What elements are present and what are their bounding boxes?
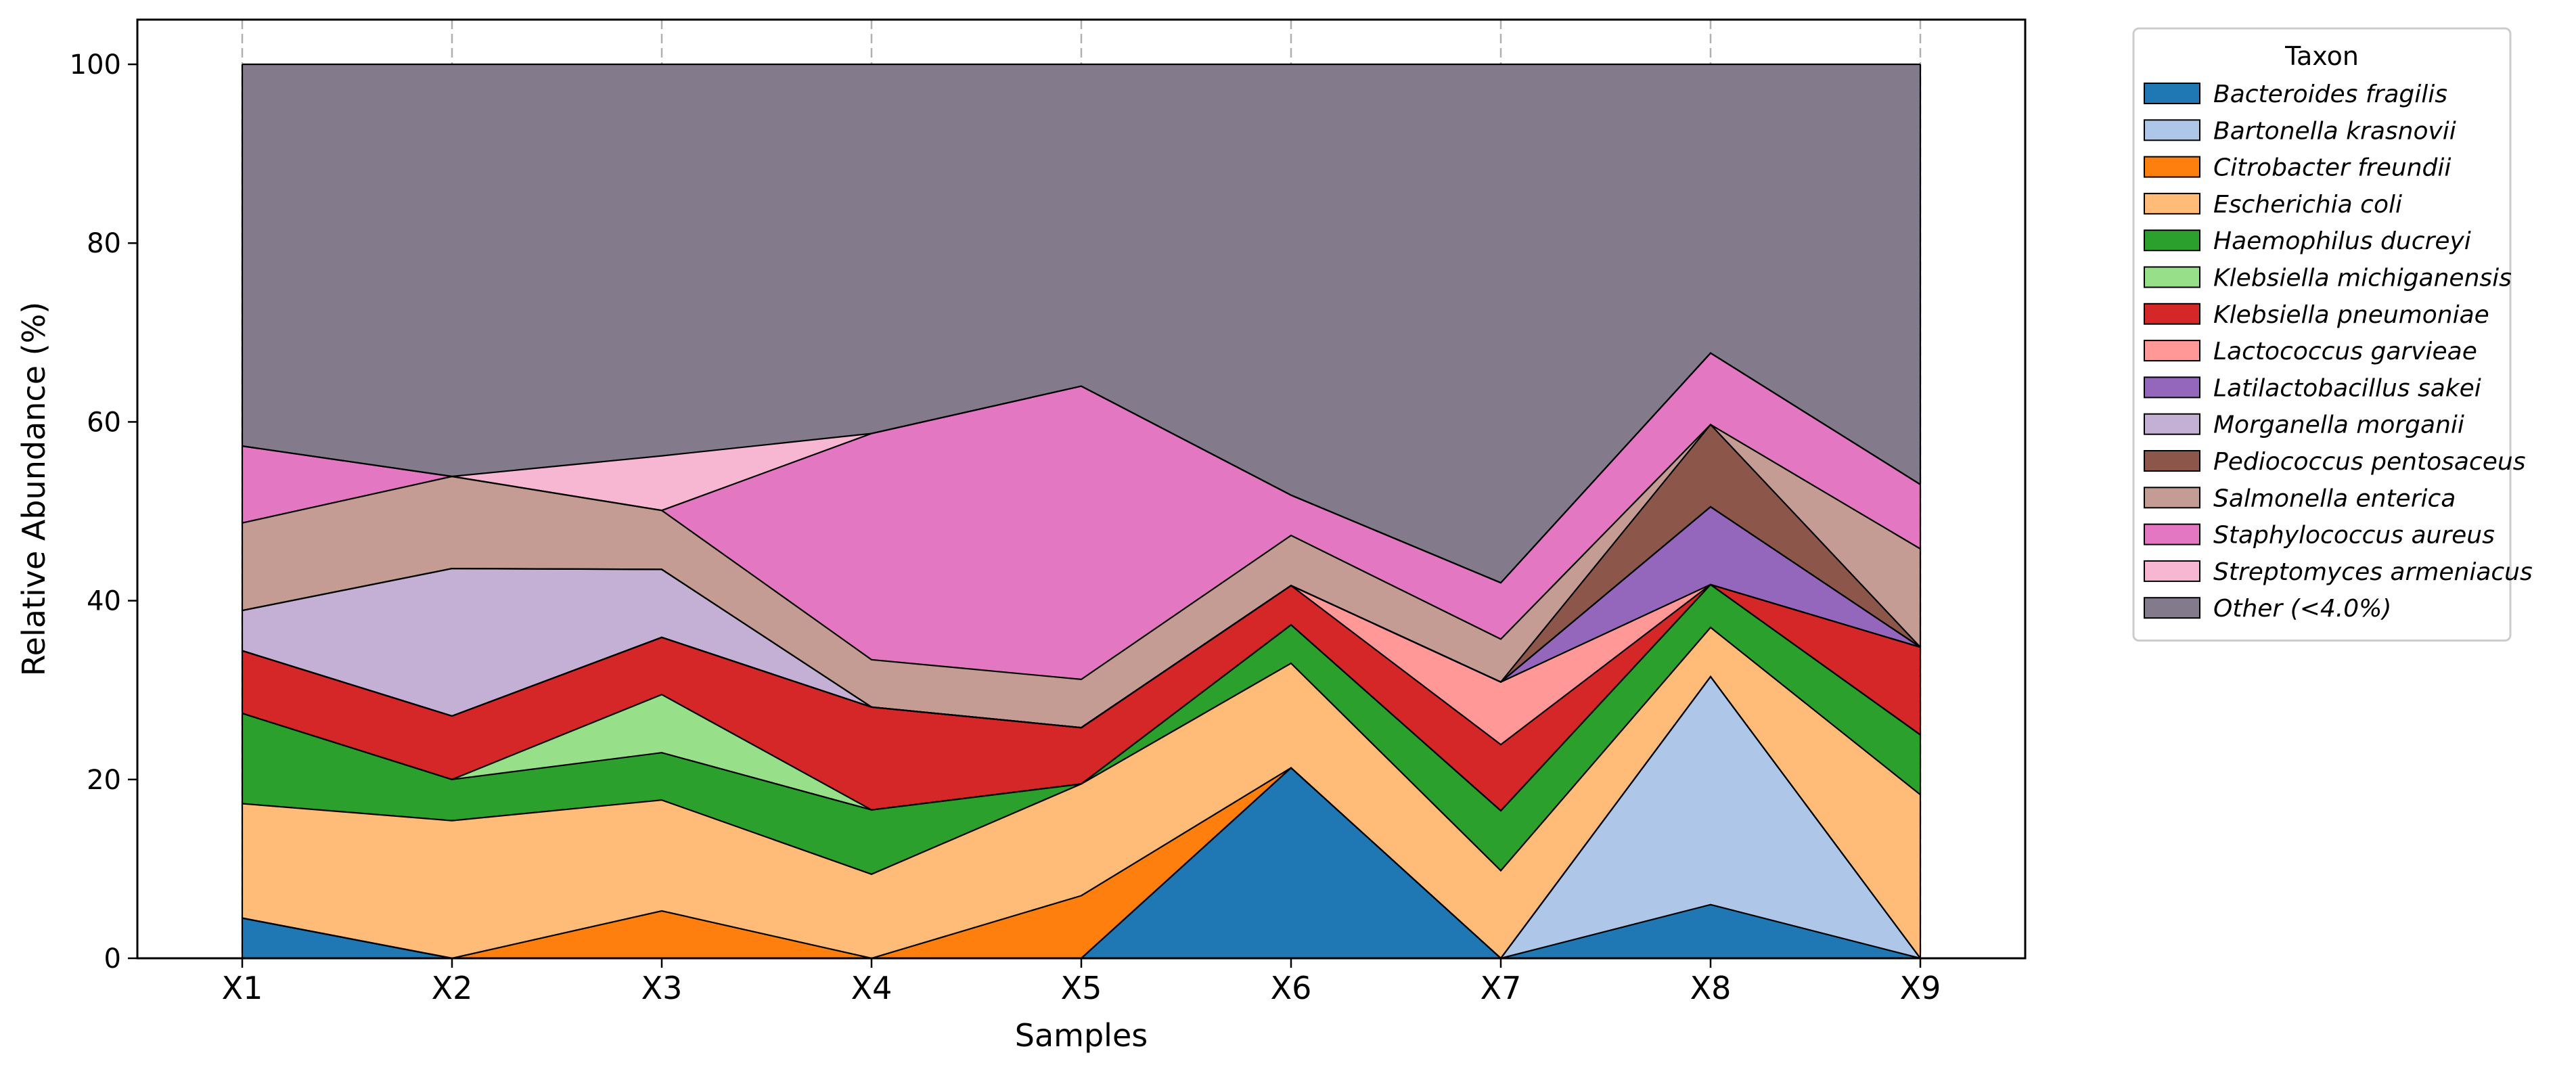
legend-swatch-klebsiella-michiganensis [2144, 266, 2200, 288]
area-latilactobacillus-sakei [242, 506, 1920, 728]
x-tick-label: X1 [222, 970, 263, 1006]
area-morganella-morganii [242, 506, 1920, 728]
legend-swatch-haemophilus-ducreyi [2144, 229, 2200, 252]
legend-title: Taxon [2284, 41, 2359, 71]
area-lactococcus-garvieae [242, 584, 1920, 745]
area-edge-streptomyces-armeniacus [242, 352, 1921, 584]
area-salmonella-enterica [242, 424, 1920, 728]
x-tick-label: X9 [1900, 970, 1941, 1006]
legend-label-morganella-morganii: Morganella morganii [2213, 411, 2464, 439]
legend-label-latilactobacillus-sakei: Latilactobacillus sakei [2213, 374, 2481, 402]
legend-items: Bacteroides fragilis Bartonella krasnovii… [2144, 81, 2533, 623]
legend-label-salmonella-enterica: Salmonella enterica [2213, 485, 2456, 512]
x-tick-label: X7 [1481, 970, 1522, 1006]
legend-swatch-latilactobacillus-sakei [2144, 376, 2200, 399]
y-tick-label: 40 [87, 586, 121, 617]
legend-label-haemophilus-ducreyi: Haemophilus ducreyi [2213, 227, 2471, 255]
legend-swatch-staphylococcus-aureus [2144, 523, 2200, 545]
axes-layer: 0 20 40 60 80 100 X1 X2 X3 X4 X5 X6 X7 X8 X9 [70, 49, 1941, 1006]
area-edge-pediococcus-pentosaceus [242, 423, 1921, 729]
x-axis-label: Samples [1015, 1017, 1148, 1054]
legend-label-escherichia-coli: Escherichia coli [2213, 191, 2402, 219]
x-tick-label: X5 [1061, 970, 1102, 1006]
legend-label-klebsiella-pneumoniae: Klebsiella pneumoniae [2213, 301, 2489, 329]
legend-swatch-bartonella-krasnovii [2144, 119, 2200, 141]
legend-label-bacteroides-fragilis: Bacteroides fragilis [2213, 81, 2447, 108]
legend-label-other-4-0: Other (<4.0%) [2213, 595, 2391, 623]
area-edge-klebsiella-michiganensis [242, 583, 1921, 812]
area-other-4-0 [242, 64, 1920, 583]
x-tick-label: X8 [1690, 970, 1732, 1006]
x-tick-label: X4 [851, 970, 892, 1006]
y-tick-label: 80 [87, 228, 121, 259]
area-citrobacter-freundii [242, 676, 1920, 958]
area-escherichia-coli [242, 627, 1920, 958]
y-tick-label: 100 [70, 49, 121, 81]
y-tick-label: 0 [104, 943, 121, 975]
legend-label-staphylococcus-aureus: Staphylococcus aureus [2213, 522, 2495, 550]
area-series-layer [241, 63, 1922, 960]
y-axis-label: Relative Abundance (%) [16, 302, 52, 676]
legend-label-citrobacter-freundii: Citrobacter freundii [2213, 154, 2451, 182]
x-tick-label: X2 [432, 970, 473, 1006]
legend-swatch-klebsiella-pneumoniae [2144, 303, 2200, 325]
legend-swatch-morganella-morganii [2144, 413, 2200, 435]
x-tick-label: X3 [641, 970, 683, 1006]
legend-swatch-bacteroides-fragilis [2144, 83, 2200, 104]
legend-swatch-other-4-0 [2144, 597, 2200, 619]
legend-swatch-lactococcus-garvieae [2144, 340, 2200, 362]
legend-label-bartonella-krasnovii: Bartonella krasnovii [2213, 117, 2456, 145]
legend-label-klebsiella-michiganensis: Klebsiella michiganensis [2213, 265, 2512, 292]
legend: Taxon Bacteroides fragilis Bartonella kra… [2132, 27, 2533, 642]
legend-swatch-salmonella-enterica [2144, 487, 2200, 509]
legend-label-streptomyces-armeniacus: Streptomyces armeniacus [2213, 558, 2533, 586]
area-bacteroides-fragilis [242, 767, 1920, 958]
area-haemophilus-ducreyi [242, 584, 1920, 874]
legend-label-pediococcus-pentosaceus: Pediococcus pentosaceus [2213, 448, 2525, 476]
area-edge-citrobacter-freundii [242, 675, 1921, 960]
area-klebsiella-pneumoniae [242, 584, 1920, 811]
legend-box [2132, 27, 2512, 642]
area-staphylococcus-aureus [242, 353, 1920, 679]
x-tick-label: X6 [1271, 970, 1312, 1006]
legend-swatch-pediococcus-pentosaceus [2144, 450, 2200, 472]
legend-label-lactococcus-garvieae: Lactococcus garvieae [2213, 338, 2477, 365]
y-tick-label: 60 [87, 407, 121, 438]
area-streptomyces-armeniacus [242, 353, 1920, 583]
legend-swatch-citrobacter-freundii [2144, 156, 2200, 178]
legend-swatch-streptomyces-armeniacus [2144, 560, 2200, 582]
legend-swatch-escherichia-coli [2144, 192, 2200, 215]
y-tick-label: 20 [87, 765, 121, 796]
